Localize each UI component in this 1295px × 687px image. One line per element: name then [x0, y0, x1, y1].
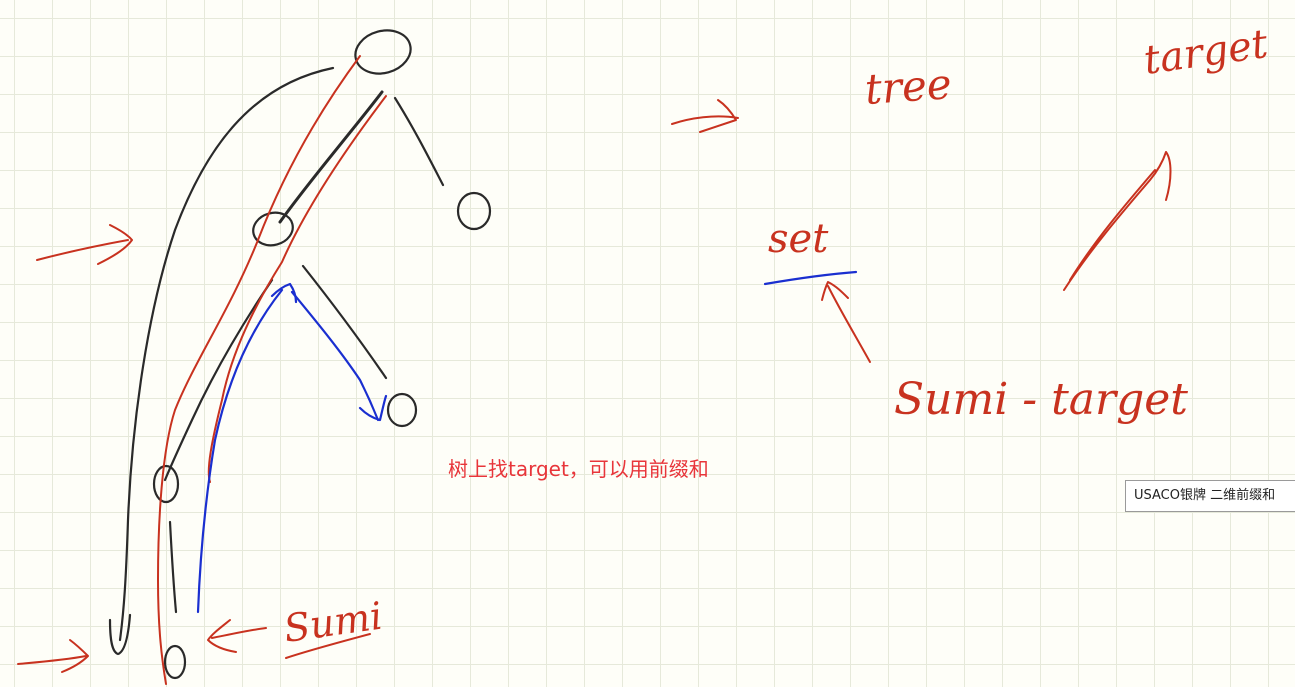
label-tree: tree	[863, 59, 953, 114]
red-annotations	[17, 55, 1172, 685]
underline-set	[763, 270, 858, 286]
arrow-left-bottom	[17, 639, 89, 673]
label-set: set	[768, 216, 829, 262]
tree-node-lowright	[386, 392, 418, 428]
tooltip-popup: USACO银牌 二维前缀和	[1125, 480, 1295, 512]
tree-edge-left-long	[118, 66, 335, 642]
underline-sumi	[285, 633, 371, 659]
label-target-top: target	[1141, 21, 1272, 84]
red-path-outer	[157, 55, 361, 685]
tree-edge-lowleft-bottom	[168, 520, 178, 614]
arrow-to-bottom-node	[207, 619, 267, 653]
label-sum-bottom: Sumi	[281, 594, 385, 651]
arrow-to-target	[1063, 151, 1172, 291]
red-path-inner	[207, 95, 387, 483]
tree-node-bottom	[163, 644, 187, 680]
tree-edge-middle-lowright	[301, 264, 388, 380]
handwritten-labels: tree target set Sumi - target Sumi	[281, 21, 1271, 651]
tree-node-root	[354, 29, 412, 75]
blue-annotations	[196, 270, 858, 614]
arrow-left-mid	[36, 224, 133, 265]
tree-edge-root-right	[393, 96, 445, 187]
arrow-to-set	[821, 281, 871, 363]
label-sum-minus-target: Sumi - target	[894, 374, 1188, 425]
tree-drawing	[108, 29, 492, 680]
typed-note: 树上找target，可以用前缀和	[448, 457, 709, 481]
tree-node-bottomleft	[108, 613, 132, 656]
tree-edge-root-middle	[278, 90, 384, 224]
tree-node-lowleft	[152, 464, 180, 504]
arrow-tree	[671, 99, 739, 133]
tree-edge-middle-lowleft	[163, 278, 274, 482]
tree-node-right	[456, 191, 492, 231]
blue-path-right	[290, 290, 388, 422]
